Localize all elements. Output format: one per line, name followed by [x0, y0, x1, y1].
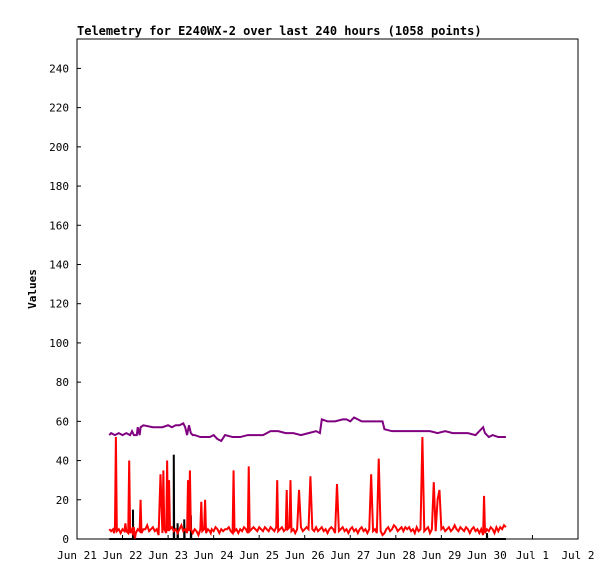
series-layer: [108, 416, 507, 540]
x-tick-label: Jun 28: [376, 549, 416, 562]
plot-frame: [76, 38, 579, 540]
series-line-0: [108, 416, 506, 443]
y-tick-label: 0: [62, 533, 69, 546]
x-tick-label: Jul 1: [516, 549, 549, 562]
x-tick-label: Jun 25: [239, 549, 279, 562]
x-tick-label: Jun 23: [148, 549, 188, 562]
y-tick-label: 160: [49, 219, 69, 232]
x-tick-label: Jun 30: [467, 549, 507, 562]
y-tick-label: 200: [49, 141, 69, 154]
x-tick-layer: Jun 21 Jun 22 Jun 23 Jun 24 Jun 25 Jun 26 Jun …: [57, 535, 595, 562]
x-tick-label: Jun 29: [421, 549, 461, 562]
x-tick-label: Jun 24: [194, 549, 234, 562]
x-tick-label: Jul 2: [561, 549, 594, 562]
y-tick-layer: 0 20 40 60 80 100 120 140 160 180 200 220 240: [49, 62, 81, 546]
y-tick-label: 240: [49, 62, 69, 75]
x-tick-label: Jun 26: [285, 549, 325, 562]
x-tick-label: Jun 22: [103, 549, 143, 562]
y-tick-label: 180: [49, 180, 69, 193]
y-tick-label: 140: [49, 258, 69, 271]
series-line-2: [108, 437, 507, 540]
y-tick-label: 100: [49, 337, 69, 350]
x-tick-label: Jun 27: [330, 549, 370, 562]
x-tick-label: Jun 21: [57, 549, 97, 562]
chart-title: Telemetry for E240WX-2 over last 240 hou…: [77, 24, 482, 38]
y-tick-label: 20: [56, 494, 69, 507]
y-tick-label: 60: [56, 415, 69, 428]
y-tick-label: 80: [56, 376, 69, 389]
y-tick-label: 220: [49, 102, 69, 115]
y-tick-label: 40: [56, 455, 69, 468]
y-tick-label: 120: [49, 298, 69, 311]
y-axis-label: Values: [26, 269, 39, 309]
